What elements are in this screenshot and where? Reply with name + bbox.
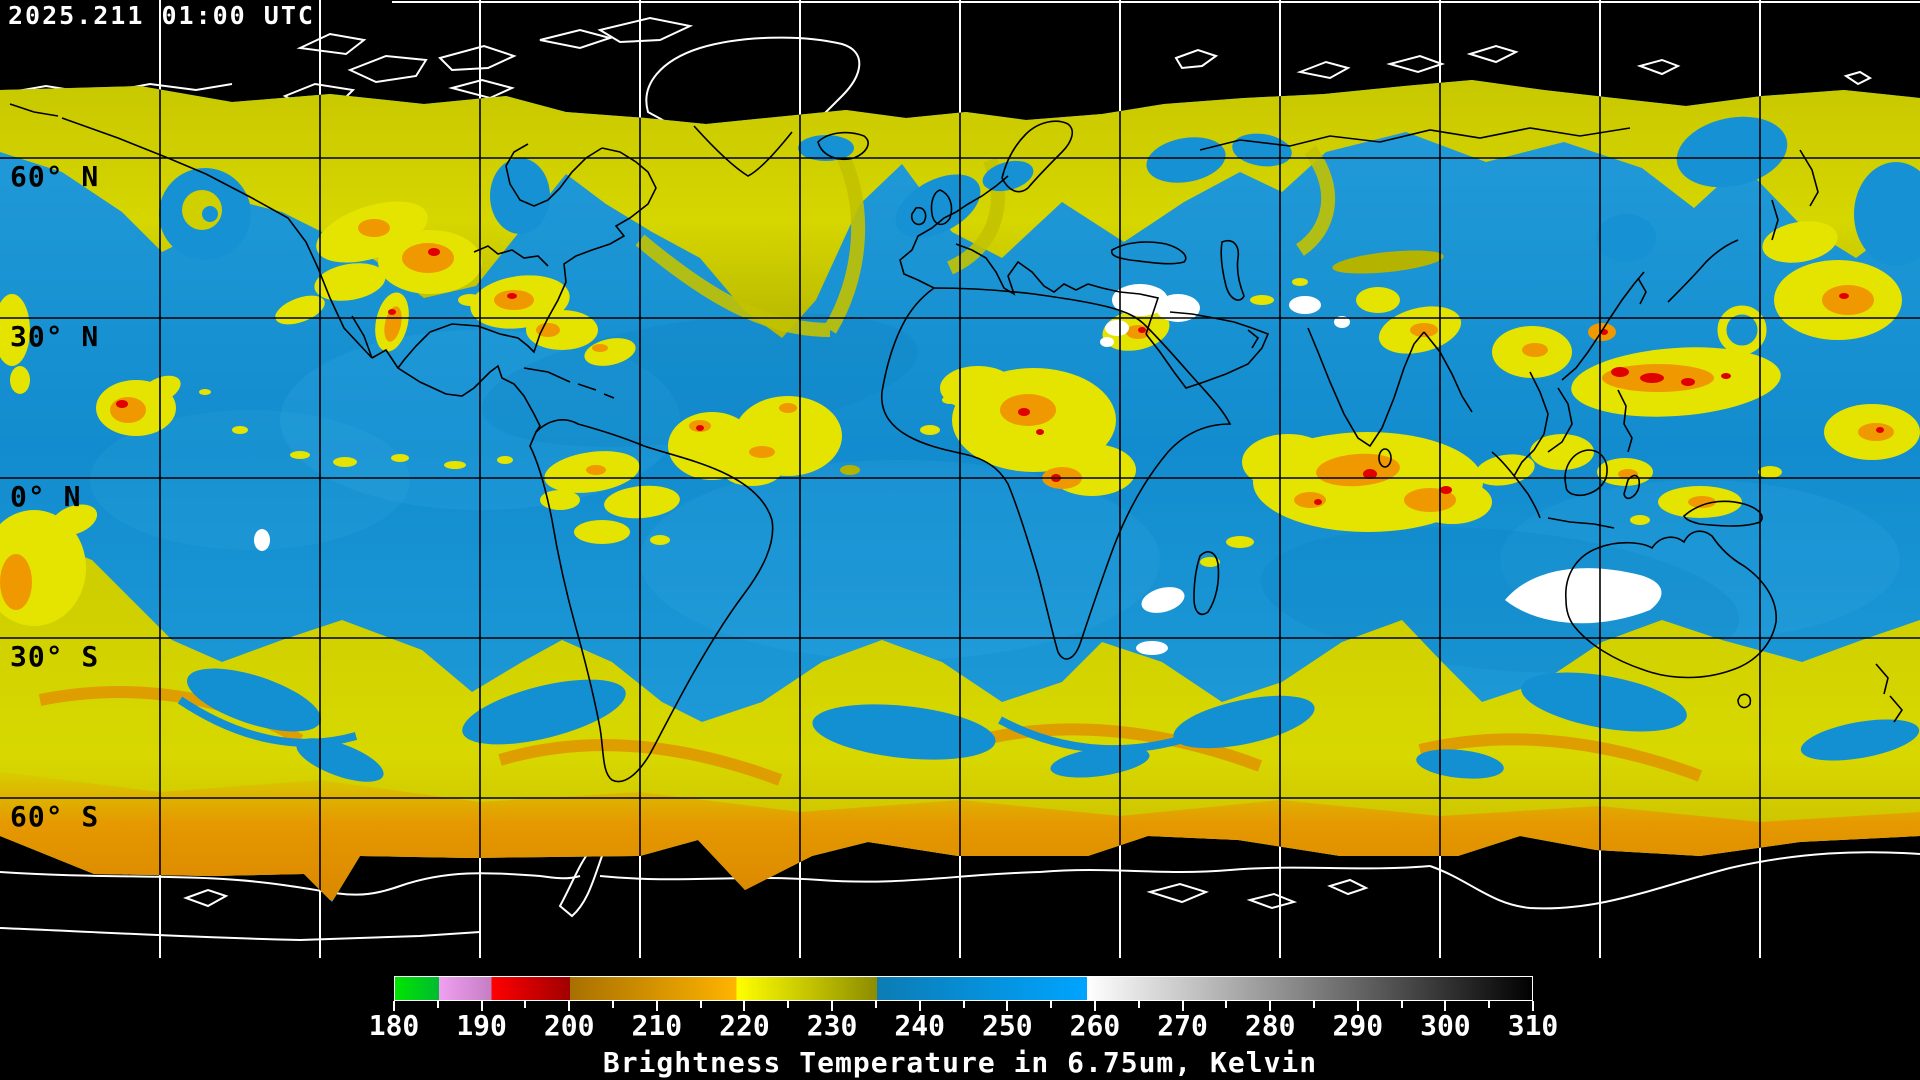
colorbar-tick [1225,1001,1228,1008]
colorbar-tick-label: 220 [719,1009,770,1042]
colorbar-caption: Brightness Temperature in 6.75um, Kelvin [602,1046,1318,1079]
colorbar-tick-label: 190 [456,1009,507,1042]
colorbar-tick-label: 230 [806,1009,858,1042]
colorbar-tick [699,1001,702,1008]
colorbar-tick [918,1001,921,1011]
map-grid-data [0,0,1920,958]
colorbar-tick [1356,1001,1359,1011]
colorbar-tick [1050,1001,1053,1008]
colorbar-tick [568,1001,571,1011]
colorbar-tick [1006,1001,1009,1011]
colorbar-tick [1137,1001,1140,1008]
colorbar-tick [1312,1001,1315,1008]
colorbar-tick [1488,1001,1491,1008]
colorbar-tick [480,1001,483,1011]
latitude-label: 60° S [10,800,100,833]
latitude-label: 30° N [10,320,100,353]
colorbar-tick-label: 260 [1069,1009,1121,1042]
colorbar-tick [1269,1001,1272,1011]
colorbar-tick [1532,1001,1534,1011]
colorbar-tick-label: 300 [1420,1009,1471,1042]
colorbar-tick [612,1001,615,1008]
colorbar-tick [524,1001,527,1008]
colorbar-gradient-bar [394,976,1533,1001]
colorbar-tick [962,1001,965,1008]
colorbar-tick [436,1001,439,1008]
colorbar-tick [874,1001,877,1008]
latitude-label: 60° N [10,160,100,193]
colorbar-tick [743,1001,746,1011]
colorbar-tick-label: 310 [1507,1009,1559,1042]
colorbar-tick [1181,1001,1184,1011]
timestamp: 2025.211 01:00 UTC [8,1,315,30]
colorbar-tick [787,1001,790,1008]
deep-convection-cores [116,248,1884,505]
colorbar-tick-label: 180 [368,1009,420,1042]
latitude-label: 30° S [10,640,100,673]
antarctic-coastlines [0,846,1920,942]
colorbar-tick-label: 290 [1332,1009,1384,1042]
colorbar-tick-label: 270 [1157,1009,1208,1042]
colorbar-tick [831,1001,834,1011]
latitude-label: 0° N [10,480,82,513]
world-map [0,0,1920,958]
colorbar-tick-label: 240 [894,1009,945,1042]
colorbar-tick-label: 200 [543,1009,595,1042]
colorbar: 180 190 200 210 220 230 240 250 260 270 280 290 300 3… [369,976,1558,1046]
colorbar-tick [1444,1001,1447,1011]
colorbar-tick-label: 210 [631,1009,683,1042]
colorbar-tick [393,1001,395,1011]
colorbar-tick-label: 250 [982,1009,1033,1042]
colorbar-tick-label: 280 [1244,1009,1296,1042]
colorbar-tick [1093,1001,1096,1011]
colorbar-tick [655,1001,658,1011]
colorbar-tick [1400,1001,1403,1008]
